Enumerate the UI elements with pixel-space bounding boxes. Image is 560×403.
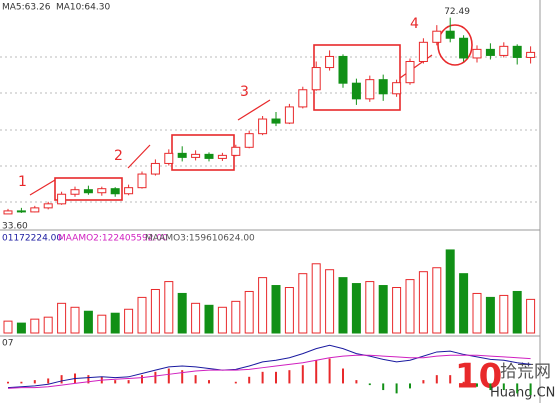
candle-body (16, 210, 26, 213)
candle-body (418, 41, 428, 62)
volume-bar (499, 294, 509, 334)
volume-bar (124, 308, 134, 334)
volume-bar (526, 298, 536, 334)
volume-bar (43, 316, 53, 334)
candle-body (30, 207, 40, 213)
volume-bar (191, 302, 201, 334)
volume-bar (445, 249, 455, 334)
volume-bar (351, 283, 361, 334)
volume-label: 01172224.00 (2, 234, 62, 244)
volume-bar (405, 279, 415, 334)
volume-bar (365, 281, 375, 334)
candle-body (164, 152, 174, 164)
volume-bar (177, 292, 187, 334)
candle-body (311, 67, 321, 91)
candle-body (512, 45, 522, 58)
candle-body (110, 188, 120, 195)
candle-body (57, 193, 67, 205)
volume-bar (164, 281, 174, 334)
volume-bar (70, 306, 80, 334)
candle-body (97, 188, 107, 194)
macd-label: 07 (2, 339, 13, 349)
candle-body (3, 210, 13, 215)
volume-bar (83, 310, 93, 334)
candle-body (405, 60, 415, 84)
volume-bar (204, 304, 214, 334)
volume-bar (485, 296, 495, 334)
macd-line (7, 344, 531, 389)
volume-bar (258, 277, 268, 334)
candle-body (217, 154, 227, 159)
volume-bar (311, 263, 321, 334)
volume-bar (472, 292, 482, 334)
candle-body (70, 189, 80, 195)
candle-body (499, 45, 509, 56)
candle-body (351, 82, 361, 100)
candle-body (43, 203, 53, 209)
candle-body (392, 82, 402, 95)
candle-body (124, 187, 134, 195)
high-label: 72.49 (444, 7, 470, 17)
candle-body (298, 89, 308, 108)
wave-annotation: 1 (18, 174, 27, 190)
wave-annotation: 2 (114, 148, 123, 164)
candle-body (445, 30, 455, 39)
candle-body (244, 133, 254, 148)
candle-body (258, 118, 268, 135)
volume-bar (284, 287, 294, 334)
candle-body (271, 118, 281, 124)
wave-annotation: 4 (410, 16, 419, 32)
volume-bar (110, 312, 120, 334)
watermark-number: 10 (455, 357, 502, 397)
volume-bar (271, 285, 281, 334)
candle-body (284, 106, 294, 124)
volume-bar (137, 296, 147, 334)
ma5-label: MA5:63.26 (2, 3, 51, 13)
watermark-name: 拾荒网 (500, 362, 551, 382)
candle-body (231, 146, 241, 156)
candle-body (83, 189, 93, 194)
candle-body (150, 162, 160, 175)
ma10-label: MA10:64.30 (56, 3, 110, 13)
candle-body (338, 55, 348, 84)
volume-bar (97, 314, 107, 334)
candle-body (459, 37, 469, 59)
volume-bar (459, 273, 469, 334)
volume-bar (338, 277, 348, 334)
volume-bar (217, 306, 227, 334)
volume-bar (244, 290, 254, 334)
volume-bar (150, 288, 160, 334)
candle-body (378, 79, 388, 95)
wave-annotation: 3 (240, 84, 249, 100)
volume-bar (378, 285, 388, 334)
volume-bar (392, 287, 402, 334)
volume-bar (432, 267, 442, 334)
volume-ma2-label: MAAMO2:122405592.00 (58, 234, 168, 244)
candle-body (526, 51, 536, 58)
volume-bar (3, 320, 13, 334)
candle-body (365, 79, 375, 100)
candle-body (325, 55, 335, 69)
volume-bar (16, 322, 26, 334)
candle-body (485, 48, 495, 56)
candle-body (432, 30, 442, 43)
candle-body (137, 173, 147, 189)
candle-body (204, 153, 214, 159)
low-label: 33.60 (2, 221, 28, 231)
volume-bar (512, 290, 522, 334)
volume-bar (57, 302, 67, 334)
volume-bar (231, 300, 241, 334)
macd-line (7, 354, 531, 389)
volume-bar (298, 273, 308, 334)
volume-bar (30, 318, 40, 334)
candle-body (177, 152, 187, 158)
candle-body (472, 48, 482, 59)
volume-bar (418, 271, 428, 334)
volume-bar (325, 269, 335, 334)
price-guides (0, 56, 540, 203)
candle-body (191, 153, 201, 158)
volume-ma3-label: MAAMO3:159610624.00 (145, 234, 255, 244)
watermark-site: Huang.CN (490, 386, 555, 401)
